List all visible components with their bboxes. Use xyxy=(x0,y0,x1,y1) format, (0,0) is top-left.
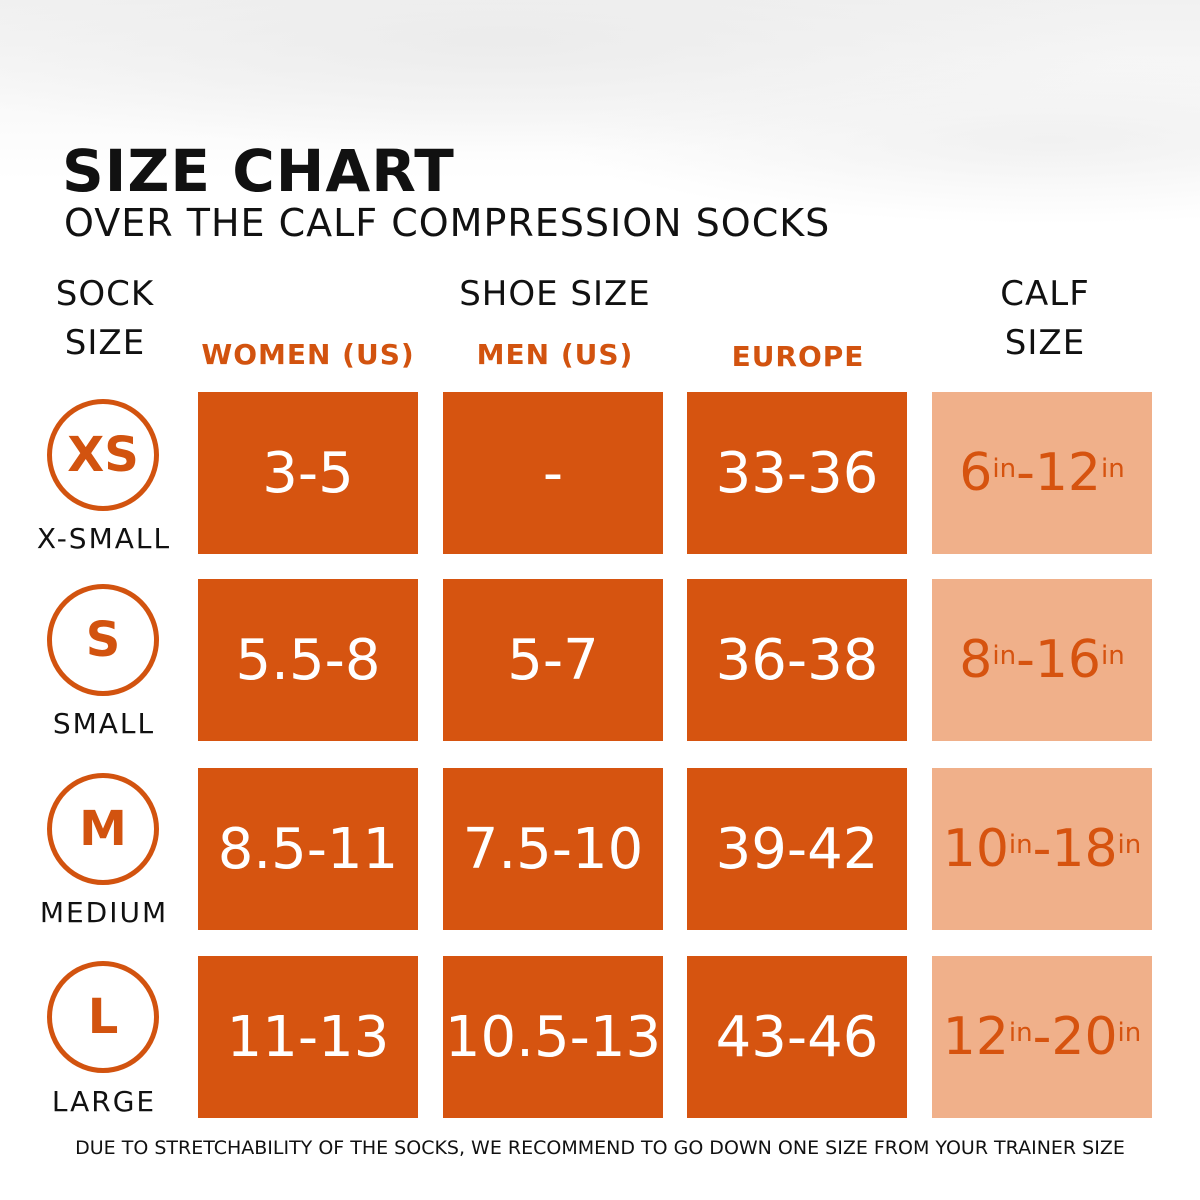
women-size-cell-s: 5.5-8 xyxy=(198,579,418,741)
calf-max-m: 18 xyxy=(1051,819,1118,879)
calf-size-header: CALF SIZE xyxy=(940,270,1150,369)
women-size-cell-l: 11-13 xyxy=(198,956,418,1118)
calf-max-l: 20 xyxy=(1051,1007,1118,1067)
shoe-size-header: SHOE SIZE xyxy=(459,274,651,314)
calf-size-cell-m: 10 in -18 in xyxy=(932,768,1152,930)
calf-size-cell-xs: 6 in -12 in xyxy=(932,392,1152,554)
calf-size-header-line1: CALF xyxy=(1000,274,1090,314)
calf-unit: in xyxy=(1008,1018,1033,1048)
calf-size-cell-l: 12 in -20 in xyxy=(932,956,1152,1118)
sock-size-header-line1: SOCK xyxy=(55,274,155,314)
size-label-s: SMALL xyxy=(52,707,156,740)
europe-header: EUROPE xyxy=(731,340,865,373)
calf-max-xs: 12 xyxy=(1034,443,1102,503)
calf-min-m: 10 xyxy=(942,819,1009,879)
size-label-m: MEDIUM xyxy=(39,896,169,929)
calf-unit: in xyxy=(992,454,1017,484)
page-subtitle: OVER THE CALF COMPRESSION SOCKS xyxy=(64,201,831,245)
calf-unit: in xyxy=(1008,830,1033,860)
calf-size-cell-s: 8 in -16 in xyxy=(932,579,1152,741)
europe-size-cell-xs: 33-36 xyxy=(687,392,907,554)
calf-min-l: 12 xyxy=(942,1007,1009,1067)
sock-size-header-line2: SIZE xyxy=(64,323,146,364)
calf-unit: in xyxy=(1117,1018,1142,1048)
page-title: SIZE CHART xyxy=(62,137,455,205)
size-circle-xs: XS xyxy=(47,399,159,511)
calf-size-header-line2: SIZE xyxy=(1004,323,1086,364)
calf-unit: in xyxy=(1117,830,1142,860)
size-circle-l: L xyxy=(47,961,159,1073)
men-us-header: MEN (US) xyxy=(476,338,634,371)
europe-size-cell-s: 36-38 xyxy=(687,579,907,741)
men-size-cell-l: 10.5-13 xyxy=(443,956,663,1118)
women-size-cell-xs: 3-5 xyxy=(198,392,418,554)
calf-min-xs: 6 xyxy=(959,443,993,503)
calf-min-s: 8 xyxy=(959,630,993,690)
europe-size-cell-m: 39-42 xyxy=(687,768,907,930)
footer-note: DUE TO STRETCHABILITY OF THE SOCKS, WE R… xyxy=(75,1137,1125,1159)
men-size-cell-s: 5-7 xyxy=(443,579,663,741)
women-us-header: WOMEN (US) xyxy=(201,338,415,371)
europe-size-cell-l: 43-46 xyxy=(687,956,907,1118)
sock-size-header: SOCK SIZE xyxy=(20,270,190,369)
calf-unit: in xyxy=(1101,641,1125,671)
size-circle-m: M xyxy=(47,773,159,885)
calf-max-s: 16 xyxy=(1034,630,1102,690)
calf-unit: in xyxy=(992,641,1017,671)
men-size-cell-xs: - xyxy=(443,392,663,554)
calf-unit: in xyxy=(1101,454,1125,484)
size-label-l: LARGE xyxy=(51,1085,157,1118)
women-size-cell-m: 8.5-11 xyxy=(198,768,418,930)
size-circle-s: S xyxy=(47,584,159,696)
men-size-cell-m: 7.5-10 xyxy=(443,768,663,930)
size-label-xs: X-SMALL xyxy=(36,522,172,555)
